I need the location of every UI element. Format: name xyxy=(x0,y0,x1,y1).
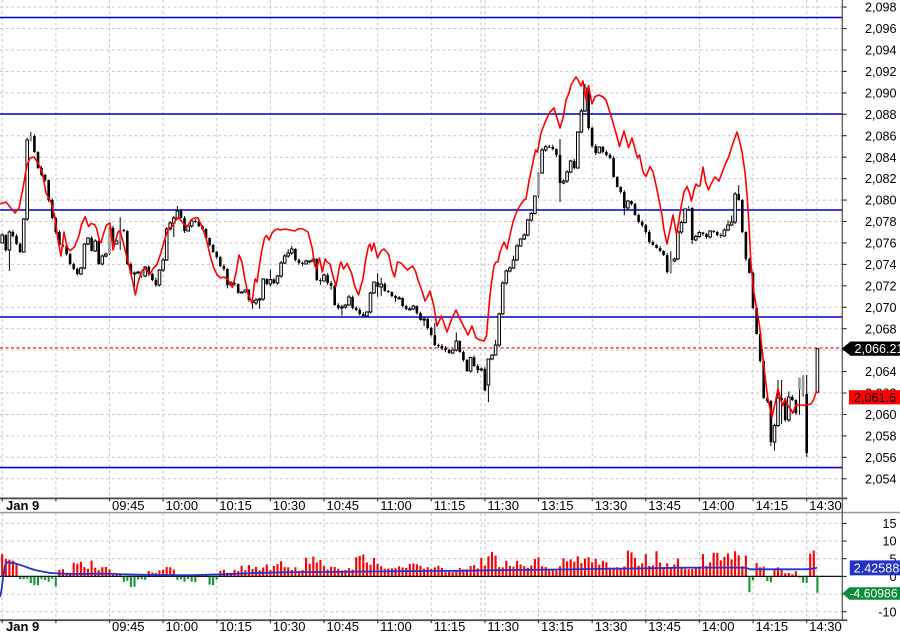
svg-text:2,092: 2,092 xyxy=(865,65,897,79)
svg-text:14:00: 14:00 xyxy=(702,498,735,513)
svg-text:2,090: 2,090 xyxy=(865,87,897,101)
svg-text:13:45: 13:45 xyxy=(648,619,681,632)
svg-text:10:15: 10:15 xyxy=(219,619,252,632)
svg-text:09:45: 09:45 xyxy=(112,619,145,632)
svg-text:2,060: 2,060 xyxy=(865,408,897,422)
svg-text:2,088: 2,088 xyxy=(865,108,897,122)
svg-text:Jan 9: Jan 9 xyxy=(6,619,39,632)
svg-text:2,094: 2,094 xyxy=(865,44,897,58)
svg-text:11:30: 11:30 xyxy=(487,498,519,513)
svg-text:14:15: 14:15 xyxy=(756,498,789,513)
svg-text:10:15: 10:15 xyxy=(219,498,252,513)
svg-text:2,078: 2,078 xyxy=(865,215,897,229)
svg-text:10:00: 10:00 xyxy=(166,619,199,632)
svg-text:13:30: 13:30 xyxy=(595,619,628,632)
svg-text:10:00: 10:00 xyxy=(166,498,199,513)
svg-text:11:15: 11:15 xyxy=(434,619,466,632)
svg-text:2,074: 2,074 xyxy=(865,258,897,272)
svg-text:2,066.21: 2,066.21 xyxy=(855,342,900,356)
svg-text:2,058: 2,058 xyxy=(865,430,897,444)
svg-text:2,082: 2,082 xyxy=(865,172,897,186)
svg-text:Jan 9: Jan 9 xyxy=(6,498,39,513)
svg-text:13:30: 13:30 xyxy=(595,498,628,513)
svg-text:-4.60986: -4.60986 xyxy=(850,587,898,601)
svg-text:10: 10 xyxy=(882,535,896,549)
svg-text:10:45: 10:45 xyxy=(327,619,360,632)
svg-text:2,054: 2,054 xyxy=(865,472,897,486)
svg-text:2,056: 2,056 xyxy=(865,451,897,465)
svg-text:14:15: 14:15 xyxy=(756,619,789,632)
svg-text:2,068: 2,068 xyxy=(865,322,897,336)
svg-text:14:00: 14:00 xyxy=(702,619,735,632)
svg-text:2,086: 2,086 xyxy=(865,129,897,143)
svg-text:2,080: 2,080 xyxy=(865,194,897,208)
svg-text:2,061.6: 2,061.6 xyxy=(854,391,896,405)
svg-text:10:30: 10:30 xyxy=(273,498,306,513)
svg-text:2,076: 2,076 xyxy=(865,237,897,251)
svg-text:11:00: 11:00 xyxy=(380,619,412,632)
svg-text:09:45: 09:45 xyxy=(112,498,145,513)
svg-text:2,098: 2,098 xyxy=(865,1,897,15)
svg-text:10:30: 10:30 xyxy=(273,619,306,632)
svg-text:2,072: 2,072 xyxy=(865,279,897,293)
svg-text:14:30: 14:30 xyxy=(809,498,842,513)
svg-text:11:00: 11:00 xyxy=(380,498,412,513)
svg-text:2.42588: 2.42588 xyxy=(854,561,900,575)
svg-text:10:45: 10:45 xyxy=(327,498,360,513)
svg-text:2,096: 2,096 xyxy=(865,22,897,36)
svg-text:14:30: 14:30 xyxy=(809,619,842,632)
svg-text:13:15: 13:15 xyxy=(541,619,574,632)
svg-text:2,084: 2,084 xyxy=(865,151,897,165)
svg-text:11:15: 11:15 xyxy=(434,498,466,513)
svg-text:-10: -10 xyxy=(878,605,896,619)
svg-text:11:30: 11:30 xyxy=(487,619,519,632)
svg-text:13:15: 13:15 xyxy=(541,498,574,513)
svg-text:2,064: 2,064 xyxy=(865,365,897,379)
svg-text:13:45: 13:45 xyxy=(648,498,681,513)
svg-text:15: 15 xyxy=(882,517,896,531)
svg-text:2,070: 2,070 xyxy=(865,301,897,315)
